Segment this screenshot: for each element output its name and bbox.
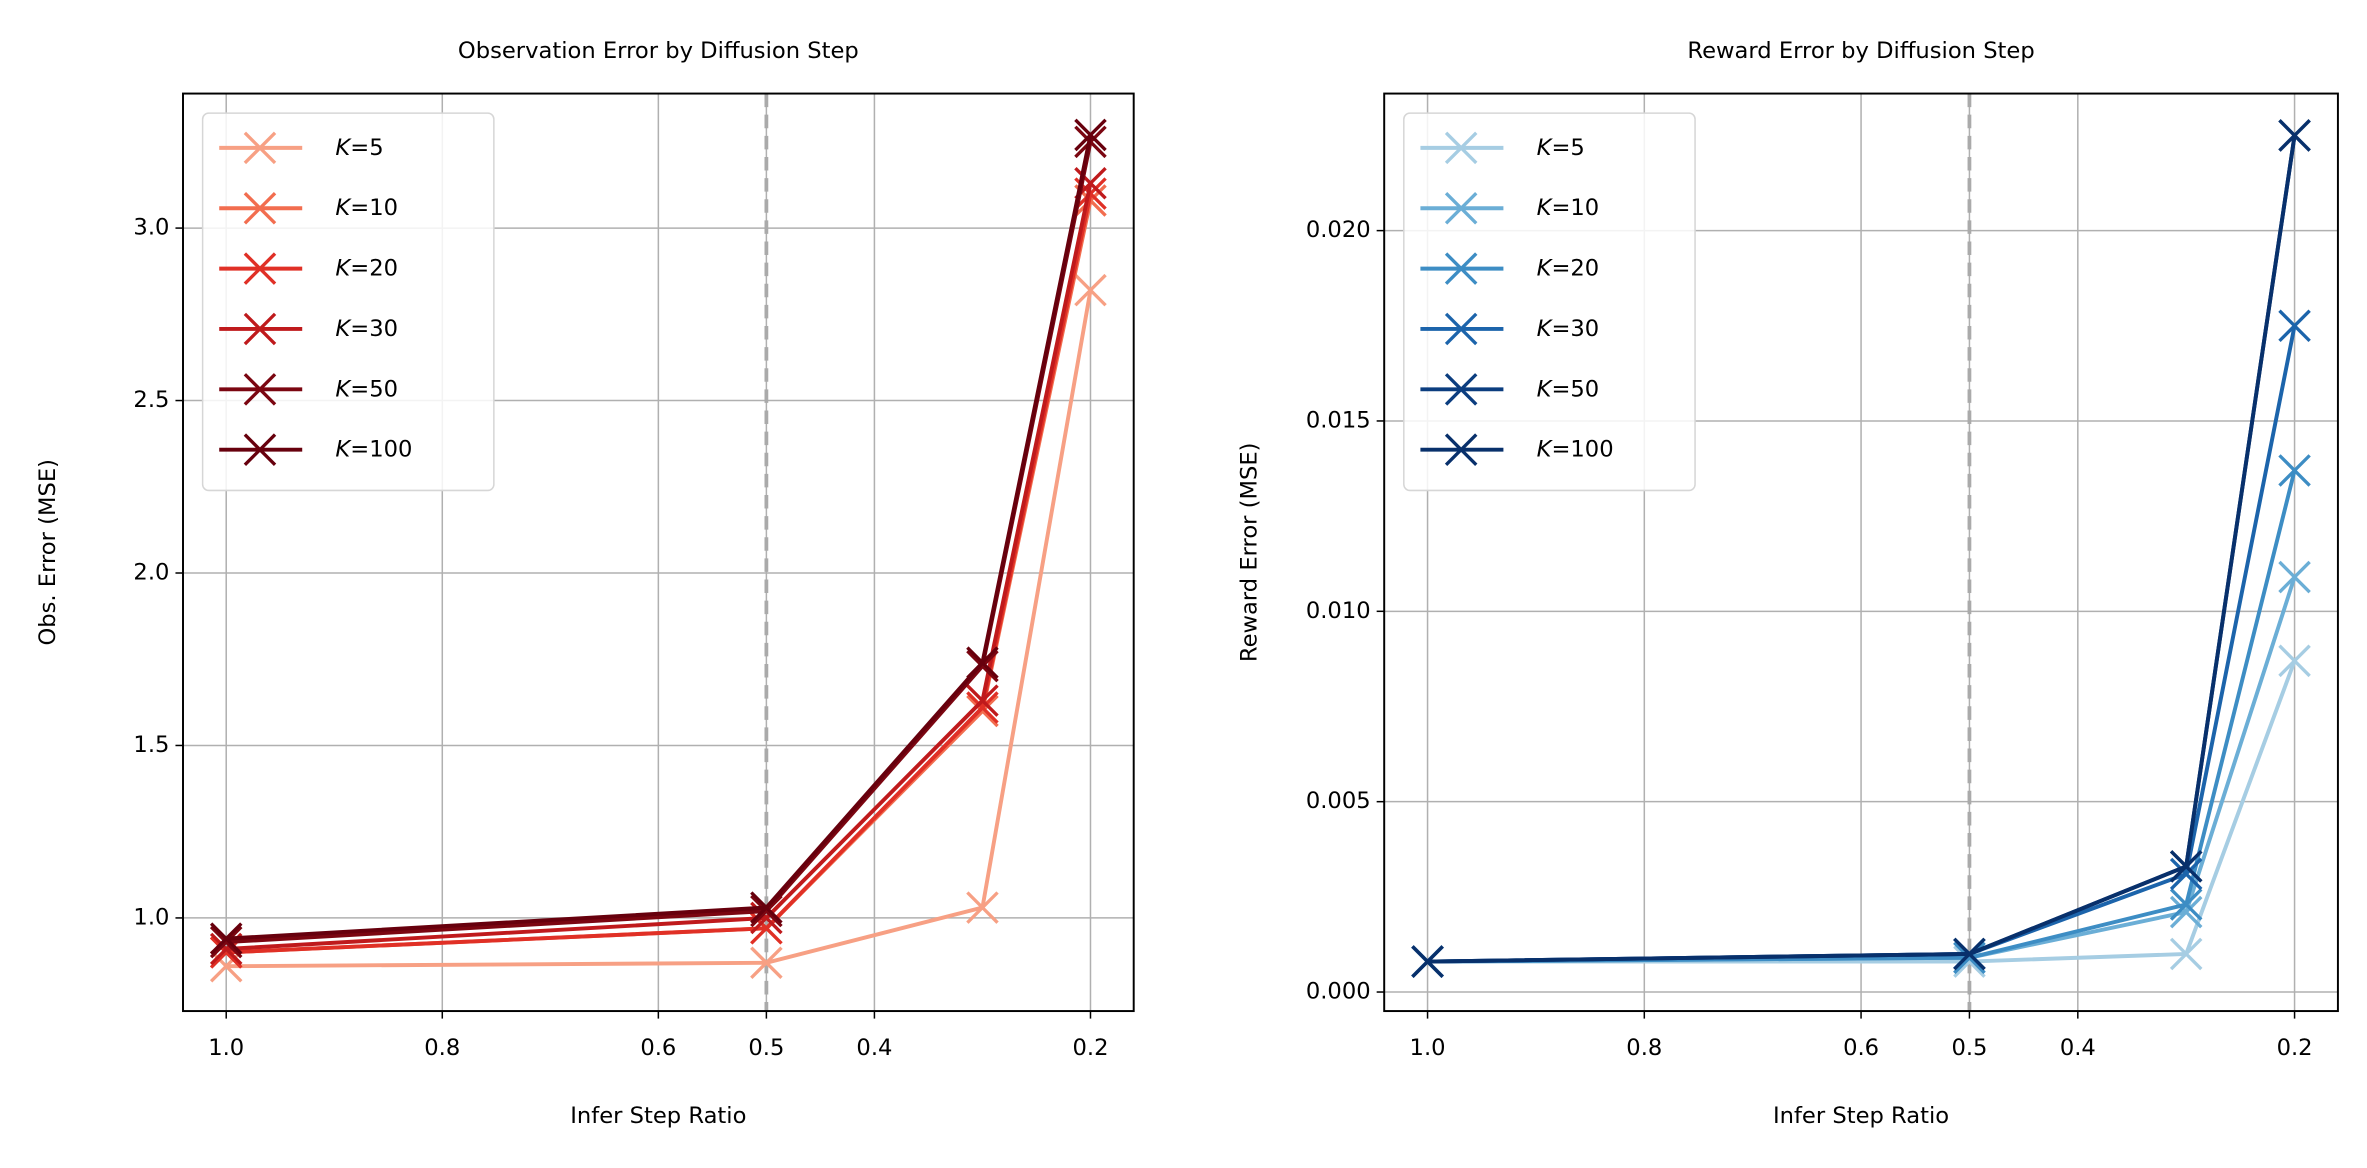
point-marker (966, 646, 999, 679)
legend-marker (243, 373, 277, 406)
axes-frame (182, 92, 1135, 1013)
point-marker (2169, 937, 2203, 971)
point-marker (750, 891, 783, 924)
point-marker (2278, 560, 2311, 594)
x-tick-label: 0.2 (2277, 1035, 2313, 1061)
point-marker (209, 949, 243, 983)
chart-title: Observation Error by Diffusion Step (458, 38, 859, 64)
y-tick-label: 0.010 (1306, 598, 1371, 624)
y-tick-label: 1.0 (133, 904, 169, 930)
legend-label: K=20 (1537, 255, 1600, 281)
legend-label: K=10 (1537, 195, 1600, 221)
y-axis-label: Reward Error (MSE) (1236, 442, 1262, 662)
point-marker (2278, 309, 2311, 343)
x-tick-label: 0.8 (424, 1035, 460, 1061)
point-marker (1953, 941, 1986, 975)
point-marker (2169, 895, 2203, 929)
legend-marker (243, 131, 277, 165)
series-line (226, 182, 1093, 951)
y-tick-label: 3.0 (133, 215, 169, 241)
legend-marker (243, 191, 277, 225)
legend-marker (1444, 131, 1478, 165)
point-marker (209, 925, 243, 959)
x-tick-label: 0.8 (1626, 1035, 1662, 1061)
y-tick-label: 1.5 (133, 732, 169, 758)
x-tick-label: 0.4 (2060, 1035, 2096, 1061)
legend-label: K=100 (1537, 436, 1614, 462)
y-tick-label: 0.000 (1306, 979, 1371, 1005)
legend-marker (243, 252, 277, 285)
legend-label: K=50 (335, 376, 398, 402)
y-axis-label: Obs. Error (MSE) (35, 459, 61, 646)
legend-marker (1444, 312, 1478, 346)
chart-title: Reward Error by Diffusion Step (1687, 38, 2034, 64)
point-marker (1074, 273, 1107, 307)
y-tick-label: 0.005 (1306, 788, 1371, 814)
legend-marker (1444, 373, 1478, 406)
point-marker (2278, 644, 2311, 678)
point-marker (750, 894, 783, 928)
legend-marker (1444, 252, 1478, 285)
legend-label: K=100 (335, 436, 412, 462)
point-marker (1953, 937, 1986, 971)
x-axis-label: Infer Step Ratio (1773, 1103, 1949, 1129)
point-marker (2169, 857, 2203, 891)
series-line (226, 289, 1093, 969)
legend-label: K=20 (335, 255, 398, 281)
axes-frame (1383, 92, 2339, 1013)
x-tick-label: 0.2 (1072, 1035, 1108, 1061)
legend-label: K=5 (1537, 134, 1585, 160)
x-tick-label: 1.0 (208, 1035, 244, 1061)
legend-marker (1444, 433, 1478, 466)
legend-label: K=30 (335, 315, 398, 341)
legend-marker (243, 433, 277, 466)
series-line (1427, 135, 2297, 964)
legend-marker (1444, 191, 1478, 225)
legend-label: K=30 (1537, 315, 1600, 341)
x-tick-label: 0.6 (640, 1035, 676, 1061)
y-tick-label: 2.0 (133, 560, 169, 586)
point-marker (2278, 119, 2311, 152)
point-marker (966, 891, 999, 924)
point-marker (1074, 118, 1107, 152)
point-marker (2169, 850, 2203, 883)
legend-label: K=50 (1537, 376, 1600, 402)
point-marker (966, 691, 999, 724)
x-tick-label: 0.5 (1951, 1035, 1987, 1061)
y-tick-label: 2.5 (133, 387, 169, 413)
point-marker (2278, 454, 2311, 487)
y-tick-label: 0.015 (1306, 407, 1371, 433)
y-tick-label: 0.020 (1306, 217, 1371, 243)
point-marker (966, 684, 999, 717)
point-marker (966, 694, 999, 728)
x-tick-label: 1.0 (1410, 1035, 1446, 1061)
legend-label: K=5 (335, 134, 383, 160)
point-marker (1411, 945, 1444, 978)
point-marker (750, 946, 783, 980)
legend-marker (243, 312, 277, 346)
x-tick-label: 0.5 (748, 1035, 784, 1061)
point-marker (2169, 888, 2203, 921)
legend-label: K=10 (335, 195, 398, 221)
x-axis-label: Infer Step Ratio (570, 1103, 746, 1129)
point-marker (209, 922, 243, 955)
x-tick-label: 0.6 (1843, 1035, 1879, 1061)
series-line (226, 134, 1093, 941)
x-tick-label: 0.4 (856, 1035, 892, 1061)
